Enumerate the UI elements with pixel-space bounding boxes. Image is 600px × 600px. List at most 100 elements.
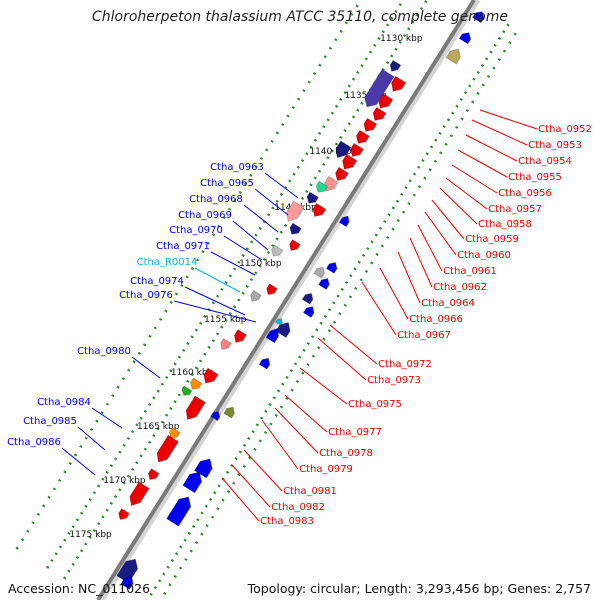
gene-block <box>335 140 352 159</box>
leader-line <box>457 149 508 178</box>
gene-label-left: Ctha_0963 <box>210 162 264 173</box>
gene-shape <box>210 411 221 422</box>
gene-label-right: Ctha_0964 <box>421 298 475 309</box>
gene-label-right: Ctha_0975 <box>348 399 402 410</box>
gene-block <box>120 575 134 590</box>
scale-label: 1155 kbp <box>204 315 247 325</box>
leader-line <box>264 172 299 199</box>
gene-shape <box>390 75 407 92</box>
leader-line <box>479 109 538 130</box>
tick-track <box>146 21 511 600</box>
genome-title: Chloroherpeton thalassium ATCC 35110, co… <box>92 9 508 25</box>
gene-label-left: Ctha_0974 <box>130 276 184 287</box>
gene-label-left: Ctha_0969 <box>178 210 232 221</box>
leader-line <box>439 187 478 225</box>
gene-block <box>210 411 221 422</box>
leader-line <box>397 251 421 304</box>
gene-shape <box>203 367 219 384</box>
scale-label: 1170 kbp <box>103 476 146 486</box>
gene-shape <box>156 434 180 463</box>
gene-block <box>185 395 206 421</box>
gene-label-right: Ctha_0962 <box>433 282 487 293</box>
leader-line <box>329 324 378 365</box>
gene-shape <box>306 191 320 204</box>
gene-shape <box>301 292 314 305</box>
gene-block <box>306 191 320 204</box>
gene-label-left: Ctha_0971 <box>156 241 210 252</box>
leader-line <box>465 134 518 162</box>
gene-block <box>458 32 472 45</box>
gene-shape <box>258 357 271 370</box>
gene-shape <box>315 180 329 193</box>
gene-block <box>289 239 301 252</box>
gene-block <box>156 434 180 463</box>
gene-label-right: Ctha_0956 <box>498 188 552 199</box>
backbone-shadow <box>99 0 481 600</box>
scale-label: 1150 kbp <box>239 259 282 269</box>
gene-block <box>302 305 315 319</box>
leader-line <box>131 356 161 379</box>
gene-shape <box>458 32 472 45</box>
gene-block <box>389 59 402 72</box>
gene-shape <box>355 129 370 144</box>
leader-line <box>471 119 528 146</box>
gene-block <box>313 266 326 279</box>
gene-shape <box>120 575 134 590</box>
gene-block <box>258 357 271 370</box>
gene-block <box>363 117 378 132</box>
backbone-line <box>96 0 476 600</box>
gene-label-right: Ctha_0952 <box>538 124 592 135</box>
leader-line <box>445 177 488 210</box>
gene-block <box>274 318 284 327</box>
leader-line <box>451 164 498 194</box>
gene-shape <box>274 318 284 327</box>
leader-line <box>61 447 96 476</box>
gene-label-right: Ctha_0961 <box>443 266 497 277</box>
gene-label-left: Ctha_0986 <box>7 437 61 448</box>
gene-shape <box>363 117 378 132</box>
gene-block <box>355 129 370 144</box>
gene-block <box>317 277 330 291</box>
gene-label-right: Ctha_0973 <box>367 375 421 386</box>
gene-label-right: Ctha_0977 <box>328 427 382 438</box>
leader-line <box>243 204 279 233</box>
gene-shape <box>313 266 326 279</box>
gene-shape <box>185 395 206 421</box>
leader-line <box>254 188 289 216</box>
gene-label-left: Ctha_0976 <box>119 290 173 301</box>
gene-block <box>338 215 350 228</box>
leader-line <box>184 286 246 316</box>
gene-block <box>471 11 485 24</box>
gene-shape <box>324 175 339 192</box>
tick-track <box>15 0 363 550</box>
gene-label-left: Ctha_0984 <box>37 397 91 408</box>
gene-block <box>203 367 219 384</box>
gene-label-right: Ctha_0981 <box>283 486 337 497</box>
gene-shape <box>220 337 232 350</box>
leader-line <box>261 419 299 470</box>
gene-shape <box>181 385 193 396</box>
gene-label-right: Ctha_0954 <box>518 156 572 167</box>
gene-block <box>301 292 314 305</box>
gene-label-right: Ctha_0972 <box>378 359 432 370</box>
gene-shape <box>364 68 395 108</box>
gene-block <box>286 200 305 222</box>
gene-label-left: Ctha_0968 <box>189 194 243 205</box>
gene-label-left: Ctha_0985 <box>23 416 77 427</box>
gene-label-right: Ctha_0966 <box>409 314 463 325</box>
gene-label-right: Ctha_0959 <box>465 234 519 245</box>
leader-line <box>210 251 256 276</box>
gene-label-right: Ctha_0983 <box>260 516 314 527</box>
gene-label-left: Ctha_0970 <box>169 225 223 236</box>
gene-label-right: Ctha_0957 <box>488 204 542 215</box>
gene-block <box>168 426 181 440</box>
gene-shape <box>289 239 301 252</box>
leader-line <box>317 337 367 381</box>
gene-shape <box>147 468 160 481</box>
gene-shape <box>389 59 402 72</box>
scale-label: 1175 kbp <box>69 530 112 540</box>
leader-line <box>299 367 348 405</box>
gene-block <box>265 327 280 344</box>
gene-block <box>181 385 193 396</box>
